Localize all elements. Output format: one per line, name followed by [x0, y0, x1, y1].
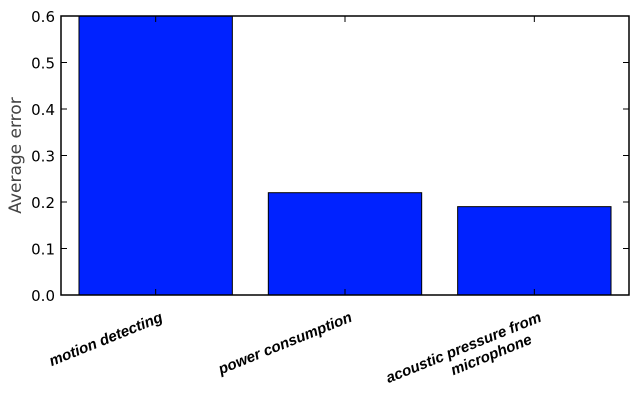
y-tick-label: 0.6: [31, 8, 55, 26]
y-tick-labels: 0.0 0.1 0.2 0.3 0.4 0.5 0.6: [31, 8, 55, 305]
y-tick-label: 0.2: [31, 194, 55, 212]
y-tick-label: 0.3: [31, 148, 55, 166]
y-tick-label: 0.0: [31, 287, 55, 305]
category-labels: motion detecting power consumption acousti…: [47, 309, 551, 403]
bar-2: [267, 192, 423, 296]
y-tick-label: 0.4: [31, 101, 55, 119]
x-tick-label: motion detecting: [47, 309, 165, 370]
x-tick-label: power consumption: [215, 309, 354, 379]
x-tick-label-line: motion detecting: [47, 309, 165, 370]
bars-group: [78, 15, 612, 296]
y-tick-label: 0.5: [31, 55, 55, 73]
bar-3: [457, 206, 612, 296]
x-tick-label: acoustic pressure frommicrophone: [384, 309, 551, 403]
y-tick-label: 0.1: [31, 241, 55, 259]
y-axis-title: Average error: [6, 97, 26, 213]
bar-1: [78, 15, 233, 296]
ticks-group: [61, 15, 629, 296]
x-tick-label-line: power consumption: [215, 309, 354, 379]
